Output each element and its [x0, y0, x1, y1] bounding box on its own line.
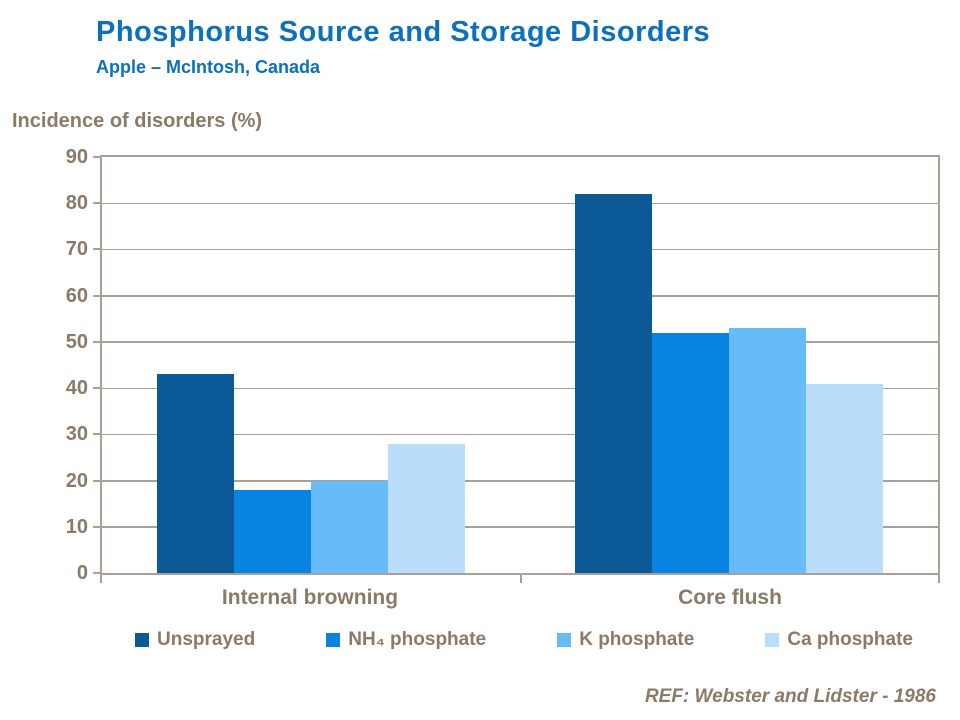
bar-ca-phosphate-1: [806, 383, 883, 573]
y-tick-mark: [93, 572, 100, 574]
y-tick-label: 0: [76, 562, 88, 584]
gridline: [102, 202, 938, 205]
gridline: [102, 433, 938, 436]
x-tick-mark: [520, 575, 522, 583]
legend-label: NH₄ phosphate: [348, 629, 487, 650]
bar-nh-phosphate-0: [234, 489, 311, 573]
reference-note: REF: Webster and Lidster - 1986: [644, 686, 936, 707]
x-tick-mark: [100, 575, 102, 583]
y-tick-mark: [93, 294, 100, 297]
y-tick-label: 20: [65, 469, 88, 492]
gridline: [102, 387, 938, 390]
y-tick-mark: [93, 387, 100, 390]
legend-swatch-icon: [326, 633, 341, 647]
legend-label: K phosphate: [579, 629, 695, 650]
chart-subtitle: Apple – McIntosh, Canada: [96, 57, 321, 77]
bar-unsprayed-0: [157, 374, 234, 573]
y-tick-label: 90: [65, 146, 88, 168]
legend-swatch-icon: [135, 633, 149, 647]
legend: Unsprayed NH₄ phosphate K phosphate Ca phos…: [135, 629, 913, 651]
y-tick-mark: [93, 433, 100, 436]
y-axis-title: Incidence of disorders (%): [12, 110, 263, 132]
y-tick-label: 30: [65, 423, 88, 446]
legend-item: K phosphate: [557, 629, 694, 651]
gridline: [102, 480, 938, 482]
y-tick-mark: [93, 479, 100, 482]
y-tick-mark: [93, 248, 100, 251]
gridline: [102, 341, 938, 343]
legend-label: Ca phosphate: [787, 629, 913, 650]
legend-item: NH₄ phosphate: [326, 629, 486, 651]
gridline: [102, 526, 938, 528]
y-tick-label: 60: [65, 284, 88, 307]
y-tick-label: 50: [65, 330, 88, 353]
legend-swatch-icon: [765, 633, 780, 647]
bar-nh-phosphate-1: [652, 332, 729, 573]
y-tick-mark: [93, 202, 100, 205]
category-labels-row: Internal browning Core flush: [100, 586, 940, 610]
y-tick-label: 70: [65, 238, 88, 261]
y-tick-label: 80: [65, 192, 88, 215]
bar-k-phosphate-1: [729, 328, 806, 573]
chart-title: Phosphorus Source and Storage Disorders: [96, 16, 711, 48]
legend-swatch-icon: [557, 633, 572, 647]
legend-label: Unsprayed: [157, 629, 256, 650]
x-tick-mark: [938, 575, 940, 583]
y-tick-mark: [93, 340, 100, 343]
y-tick-mark: [93, 525, 100, 528]
bar-k-phosphate-0: [311, 480, 388, 573]
gridline: [102, 248, 938, 251]
y-tick-mark: [93, 156, 100, 158]
gridline: [102, 295, 938, 297]
plot-area: [100, 155, 940, 575]
legend-item: Ca phosphate: [765, 629, 913, 651]
category-label-0: Internal browning: [221, 586, 399, 609]
y-tick-label: 40: [65, 377, 88, 400]
bar-unsprayed-1: [575, 193, 652, 573]
y-tick-label: 10: [65, 515, 88, 538]
category-label-1: Core flush: [678, 586, 782, 609]
legend-item: Unsprayed: [135, 629, 255, 651]
bar-ca-phosphate-0: [388, 443, 465, 573]
